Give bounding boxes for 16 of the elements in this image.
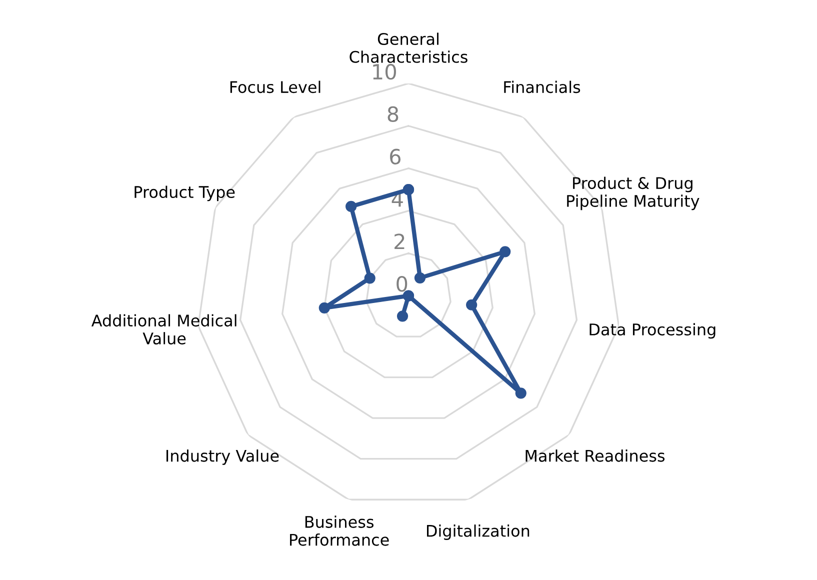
spoke-label: Business Performance <box>290 516 389 546</box>
spoke-label: Data Processing <box>590 323 716 339</box>
spoke-label: Product & Drug Pipeline Maturity <box>567 176 700 210</box>
spoke-label: Market Readiness <box>526 449 665 462</box>
spoke-label: Focus Level <box>230 80 320 94</box>
spoke-label: Product Type <box>134 186 235 202</box>
y-tick-label: 2 <box>394 234 404 250</box>
spoke-label: Additional Medical Value <box>91 314 236 344</box>
spoke-label: Financials <box>504 80 580 94</box>
y-tick-label: 6 <box>390 148 401 164</box>
y-tick-label: 10 <box>373 64 396 80</box>
spoke-label: General Characteristics <box>350 32 468 63</box>
y-tick-label: 8 <box>388 106 398 122</box>
spoke-label: Digitalization <box>427 524 530 540</box>
spoke-label: Industry Value <box>166 449 279 465</box>
y-tick-label: 0 <box>396 276 408 292</box>
